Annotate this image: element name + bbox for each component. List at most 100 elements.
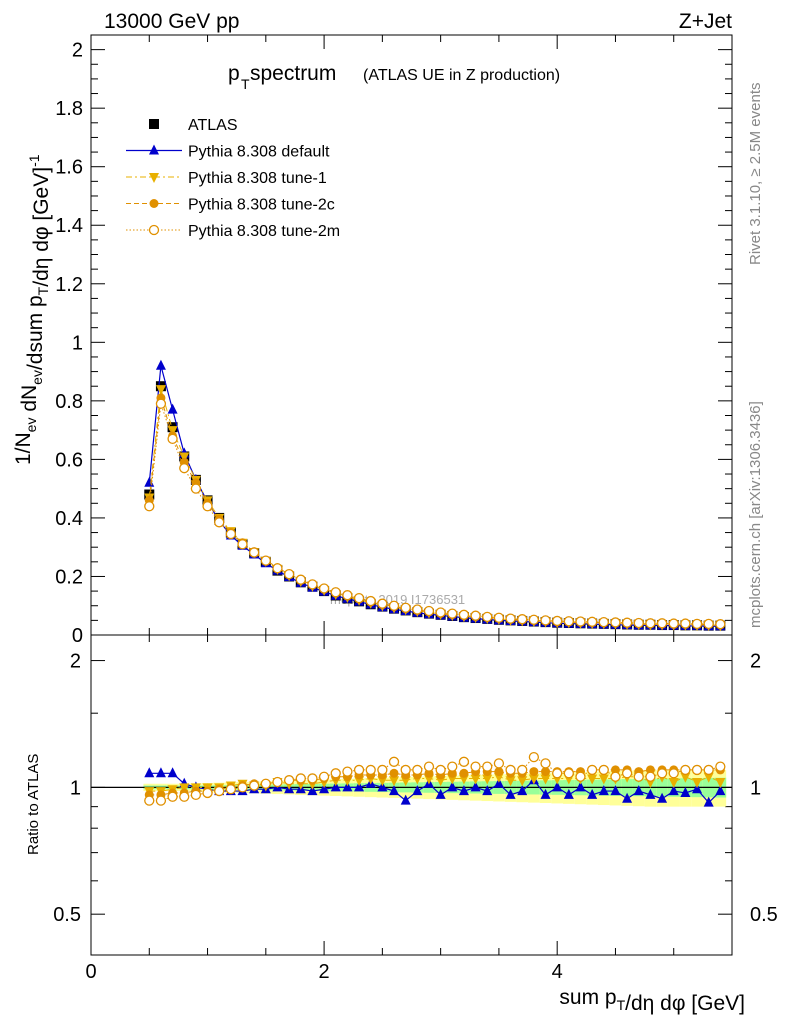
ratio-point [202,787,213,799]
ratio-point [703,796,714,807]
ratio-point [529,767,539,777]
ratio-point [260,778,271,789]
data-point [412,604,423,615]
y-tick-label: 1.6 [55,157,83,179]
data-point [423,605,435,617]
ratio-point [493,777,504,788]
data-point [598,616,609,628]
data-point [155,359,166,370]
legend-label: Pythia 8.308 default [188,144,330,161]
ratio-point [458,756,470,767]
legend-label: Pythia 8.308 tune-2m [188,223,340,240]
ratio-point [680,764,691,776]
data-point [155,385,166,396]
ratio-point [587,774,598,785]
y-axis-title-ratio: Ratio to ATLAS [25,754,42,855]
ratio-point [610,785,621,796]
legend: ATLAS Pythia 8.308 default Pythia 8.308 tu… [126,117,340,240]
data-point [621,617,633,628]
data-point [155,398,167,409]
ratio-point [633,785,644,796]
text-run: dN [18,385,41,418]
data-point [179,463,190,474]
ratio-point [540,788,551,799]
data-point [668,618,679,629]
legend-item: Pythia 8.308 tune-1 [126,170,327,187]
ratio-point [470,781,481,792]
ratio-y-tick-label: 0.5 [53,904,81,926]
data-point [237,539,248,550]
text-run: sum p [559,986,616,1009]
ratio-point [179,783,190,794]
legend-item: Pythia 8.308 tune-2c [126,197,335,214]
data-point [528,614,540,625]
data-point [167,426,178,437]
ratio-point [389,776,400,787]
series-pythia-8-308-tune-2m [144,398,726,630]
subscript: ev [23,418,39,433]
data-point [586,616,598,627]
ratio-point [598,764,609,776]
data-point [447,608,458,619]
ratio-point [214,785,225,797]
y-tick-label: 1.4 [55,215,83,237]
ratio-point [307,773,318,784]
ratio-point [470,774,481,785]
data-point [575,616,586,627]
ratio-data-layer [144,751,726,807]
data-point [388,600,400,611]
ratio-point [540,758,551,769]
data-point [330,587,341,598]
title-spectrum: spectrum [250,62,336,85]
series-line [148,389,721,626]
superscript: -1 [26,154,42,167]
legend-item: Pythia 8.308 default [126,144,330,161]
ratio-y-tick-label-right: 0.5 [750,904,778,926]
legend-item: Pythia 8.308 tune-2m [126,223,340,240]
ratio-point [715,785,726,796]
ratio-y-tick-label-right: 1 [750,777,761,799]
ratio-point [307,785,318,796]
mcplots-label: mcplots.cern.ch [arXiv:1306.3436] [747,401,764,628]
data-point [470,610,481,621]
ratio-point [691,764,703,776]
ratio-point [447,761,458,772]
ratio-point [517,785,528,796]
subscript: T [617,997,626,1013]
data-point [283,568,295,580]
title-sub: T [241,76,250,92]
ratio-point [225,784,237,795]
data-point [482,611,493,623]
ratio-point [167,791,178,802]
ratio-point [330,781,341,792]
ratio-point [353,764,365,776]
text-run: /dsum p [24,295,47,370]
ratio-point [319,783,330,794]
ratio-point [633,771,644,782]
x-tick-label: 4 [552,961,563,983]
legend-label: Pythia 8.308 tune-1 [188,170,327,187]
legend-marker [149,119,159,129]
ratio-point [610,771,621,782]
ratio-point [692,777,703,788]
ratio-point [389,768,399,778]
ratio-point [656,768,668,779]
ratio-point [680,786,691,797]
ratio-point [505,788,516,799]
ratio-point [668,777,679,788]
data-point [552,615,563,627]
ratio-point [377,781,388,792]
data-point [202,501,213,512]
ratio-point [563,788,574,799]
data-point [342,590,353,601]
data-point [295,574,306,585]
ratio-point [703,764,714,776]
ratio-point [528,774,539,785]
ratio-point [598,774,609,785]
data-point [563,616,574,627]
ratio-point [668,768,679,779]
ratio-point [144,795,155,806]
ratio-point [482,774,493,785]
y-tick-label: 0.2 [55,566,83,588]
ratio-point [621,768,633,779]
